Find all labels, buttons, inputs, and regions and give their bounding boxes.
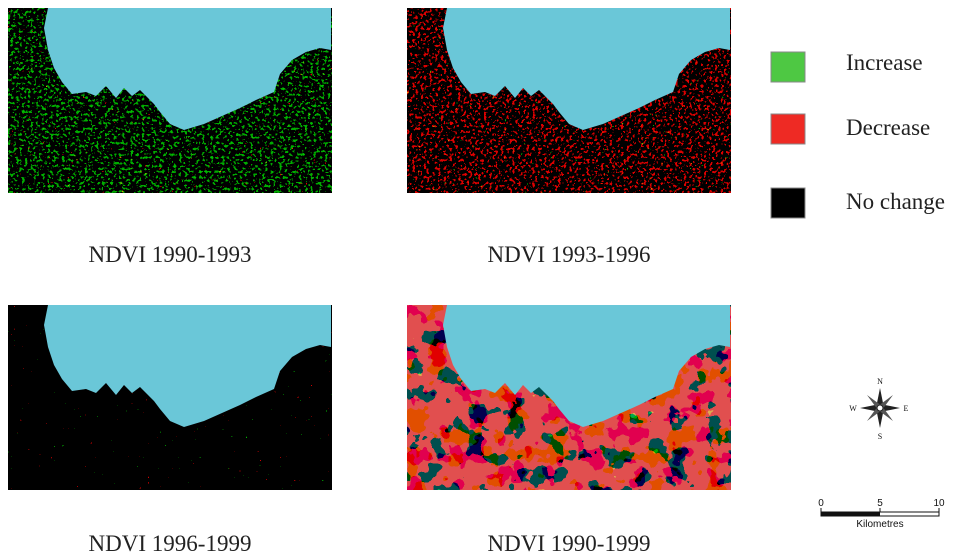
panel-caption: NDVI 1990-1999: [488, 531, 651, 553]
map-panel: [8, 8, 332, 193]
legend-swatch: [771, 52, 805, 82]
legend: Increase Decrease No change: [771, 50, 945, 218]
map-panel: [407, 305, 731, 490]
compass-e: E: [904, 404, 909, 413]
map-panel: [407, 8, 731, 193]
compass-center: [877, 405, 883, 411]
legend-label: No change: [846, 189, 945, 214]
scale-tick-label: 5: [877, 498, 883, 509]
scale-bar: Kilometres 0 5 10: [818, 498, 945, 530]
legend-swatch: [771, 188, 805, 218]
panel-caption: NDVI 1996-1999: [89, 531, 252, 553]
legend-swatch: [771, 114, 805, 144]
scale-bar-segment: [821, 512, 880, 516]
figure: Increase Decrease No change N S E W Kilo…: [0, 0, 974, 553]
compass: N S E W: [849, 377, 908, 441]
panel-caption: NDVI 1990-1993: [89, 242, 252, 267]
panel-caption: NDVI 1993-1996: [488, 242, 651, 267]
map-panel: [8, 305, 332, 490]
scale-tick-label: 10: [933, 498, 945, 509]
compass-s: S: [878, 432, 882, 441]
compass-w: W: [849, 404, 857, 413]
scale-tick-label: 0: [818, 498, 824, 509]
scale-unit: Kilometres: [856, 519, 903, 530]
legend-label: Increase: [846, 50, 923, 75]
legend-label: Decrease: [846, 115, 930, 140]
compass-n: N: [877, 377, 883, 386]
